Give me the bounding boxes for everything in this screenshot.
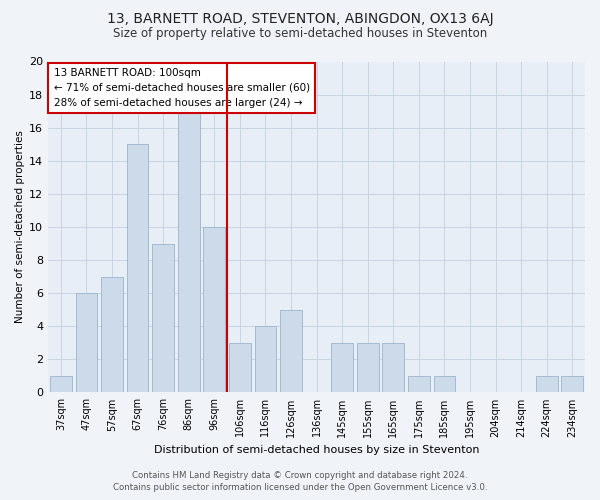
Bar [152,244,174,392]
Bar [280,310,302,392]
Bar [254,326,277,392]
Text: 13, BARNETT ROAD, STEVENTON, ABINGDON, OX13 6AJ: 13, BARNETT ROAD, STEVENTON, ABINGDON, O… [107,12,493,26]
Bar [50,376,72,392]
Bar [76,293,97,392]
Text: 13 BARNETT ROAD: 100sqm
← 71% of semi-detached houses are smaller (60)
28% of se: 13 BARNETT ROAD: 100sqm ← 71% of semi-de… [53,68,310,108]
Text: Contains HM Land Registry data © Crown copyright and database right 2024.
Contai: Contains HM Land Registry data © Crown c… [113,471,487,492]
Bar [408,376,430,392]
Bar [562,376,583,392]
Text: Size of property relative to semi-detached houses in Steventon: Size of property relative to semi-detach… [113,28,487,40]
Bar [434,376,455,392]
Bar [536,376,557,392]
Bar [229,343,251,392]
Y-axis label: Number of semi-detached properties: Number of semi-detached properties [15,130,25,324]
Bar [382,343,404,392]
Bar [127,144,148,392]
Bar [357,343,379,392]
Bar [203,227,225,392]
Bar [331,343,353,392]
X-axis label: Distribution of semi-detached houses by size in Steventon: Distribution of semi-detached houses by … [154,445,479,455]
Bar [101,276,123,392]
Bar [178,111,200,392]
